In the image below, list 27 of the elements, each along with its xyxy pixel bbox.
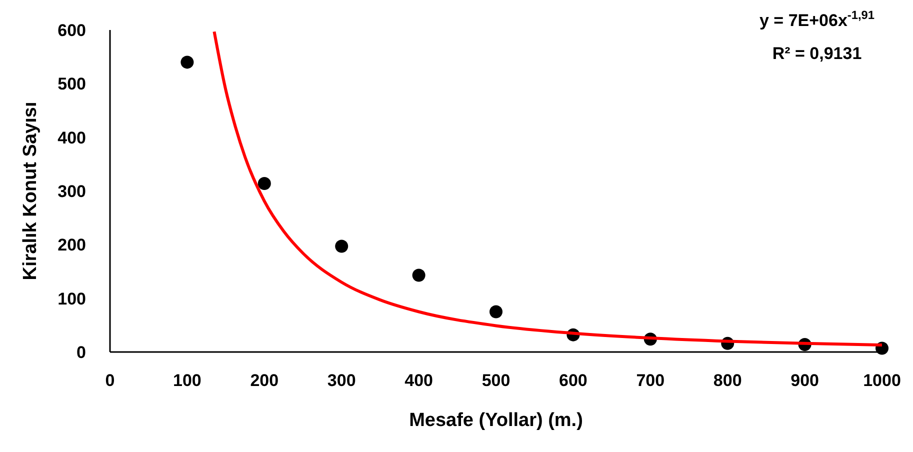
x-tick-label: 500 [482, 371, 510, 390]
x-tick-label: 400 [404, 371, 433, 390]
x-axis-title: Mesafe (Yollar) (m.) [409, 410, 583, 431]
point [412, 268, 426, 282]
x-tick-label: 0 [105, 371, 115, 390]
y-tick-label: 100 [58, 289, 86, 308]
y-tick-label: 300 [58, 182, 86, 201]
y-tick-label: 400 [58, 128, 86, 148]
y-tick-label: 200 [58, 236, 86, 255]
annotation: R² = 0,9131 [772, 44, 862, 63]
y-tick-label: 600 [58, 20, 86, 40]
x-tick-label: 1000 [863, 371, 901, 390]
x-tick-label: 700 [636, 371, 665, 390]
annotation: y = 7E+06x$^{-1,91}$ [759, 8, 875, 30]
point [490, 305, 502, 318]
x-tick-label: 900 [790, 371, 819, 390]
x-tick-label: 600 [559, 371, 588, 390]
x-tick-label: 100 [173, 371, 202, 390]
y-tick-label: 500 [58, 74, 86, 94]
point [335, 240, 348, 253]
x-tick-label: 800 [713, 371, 742, 390]
y-tick-label: 0 [76, 342, 86, 362]
x-tick-label: 200 [250, 371, 279, 390]
x-tick-label: 300 [327, 371, 356, 390]
y-axis-title: Kiralık Konut Sayısı [20, 102, 41, 280]
point [258, 176, 271, 190]
point [180, 56, 194, 69]
